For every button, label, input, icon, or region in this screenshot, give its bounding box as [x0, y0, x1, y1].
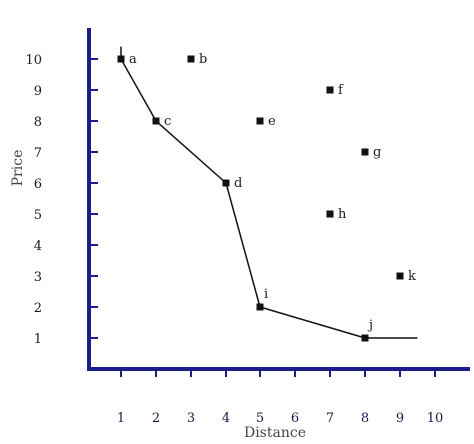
y-tick-label: 9	[34, 84, 42, 99]
x-tick-label: 2	[152, 411, 160, 426]
point-j	[361, 334, 369, 342]
point-label-e: e	[268, 114, 276, 129]
point-label-a: a	[129, 52, 137, 67]
point-labels: a b c d e f g h i j k	[129, 52, 416, 333]
x-axis-title: Distance	[244, 425, 306, 441]
x-tick-label: 5	[256, 411, 264, 426]
point-label-b: b	[199, 52, 207, 67]
y-tick-label: 2	[34, 301, 42, 316]
x-tick-label: 1	[117, 411, 125, 426]
point-a	[117, 55, 125, 63]
x-tick-label: 7	[326, 411, 334, 426]
point-label-f: f	[338, 83, 344, 98]
y-tick-label: 3	[34, 270, 42, 285]
points	[117, 55, 404, 342]
y-tick-label: 1	[34, 332, 42, 347]
point-d	[222, 179, 230, 187]
x-tick-label: 10	[427, 411, 444, 426]
y-tick-labels: 1 2 3 4 5 6 7 8 9 10	[25, 53, 42, 347]
point-label-c: c	[164, 114, 171, 129]
point-label-i: i	[264, 287, 268, 302]
y-tick-label: 7	[34, 146, 42, 161]
point-label-j: j	[367, 318, 373, 333]
point-label-g: g	[373, 145, 381, 160]
point-g	[361, 148, 369, 156]
y-tick-label: 8	[34, 115, 42, 130]
axes	[87, 28, 470, 371]
point-h	[326, 210, 334, 218]
point-c	[152, 117, 160, 125]
point-e	[256, 117, 264, 125]
x-tick-label: 6	[291, 411, 299, 426]
point-k	[396, 272, 404, 280]
point-b	[187, 55, 195, 63]
tick-marks	[89, 58, 436, 377]
point-label-d: d	[234, 176, 242, 191]
point-label-h: h	[338, 207, 347, 222]
x-tick-label: 3	[187, 411, 195, 426]
y-tick-label: 4	[34, 239, 42, 254]
y-tick-label: 10	[25, 53, 42, 68]
point-i	[256, 303, 264, 311]
point-label-k: k	[408, 269, 416, 284]
x-tick-labels: 1 2 3 4 5 6 7 8 9 10	[117, 411, 443, 426]
frontier-line	[120, 46, 418, 339]
x-tick-label: 8	[361, 411, 369, 426]
frontier-line-group	[120, 46, 418, 339]
x-tick-label: 9	[396, 411, 404, 426]
y-axis-title: Price	[10, 150, 26, 187]
x-tick-label: 4	[222, 411, 230, 426]
y-tick-label: 6	[34, 177, 42, 192]
point-f	[326, 86, 334, 94]
y-tick-label: 5	[34, 208, 42, 223]
